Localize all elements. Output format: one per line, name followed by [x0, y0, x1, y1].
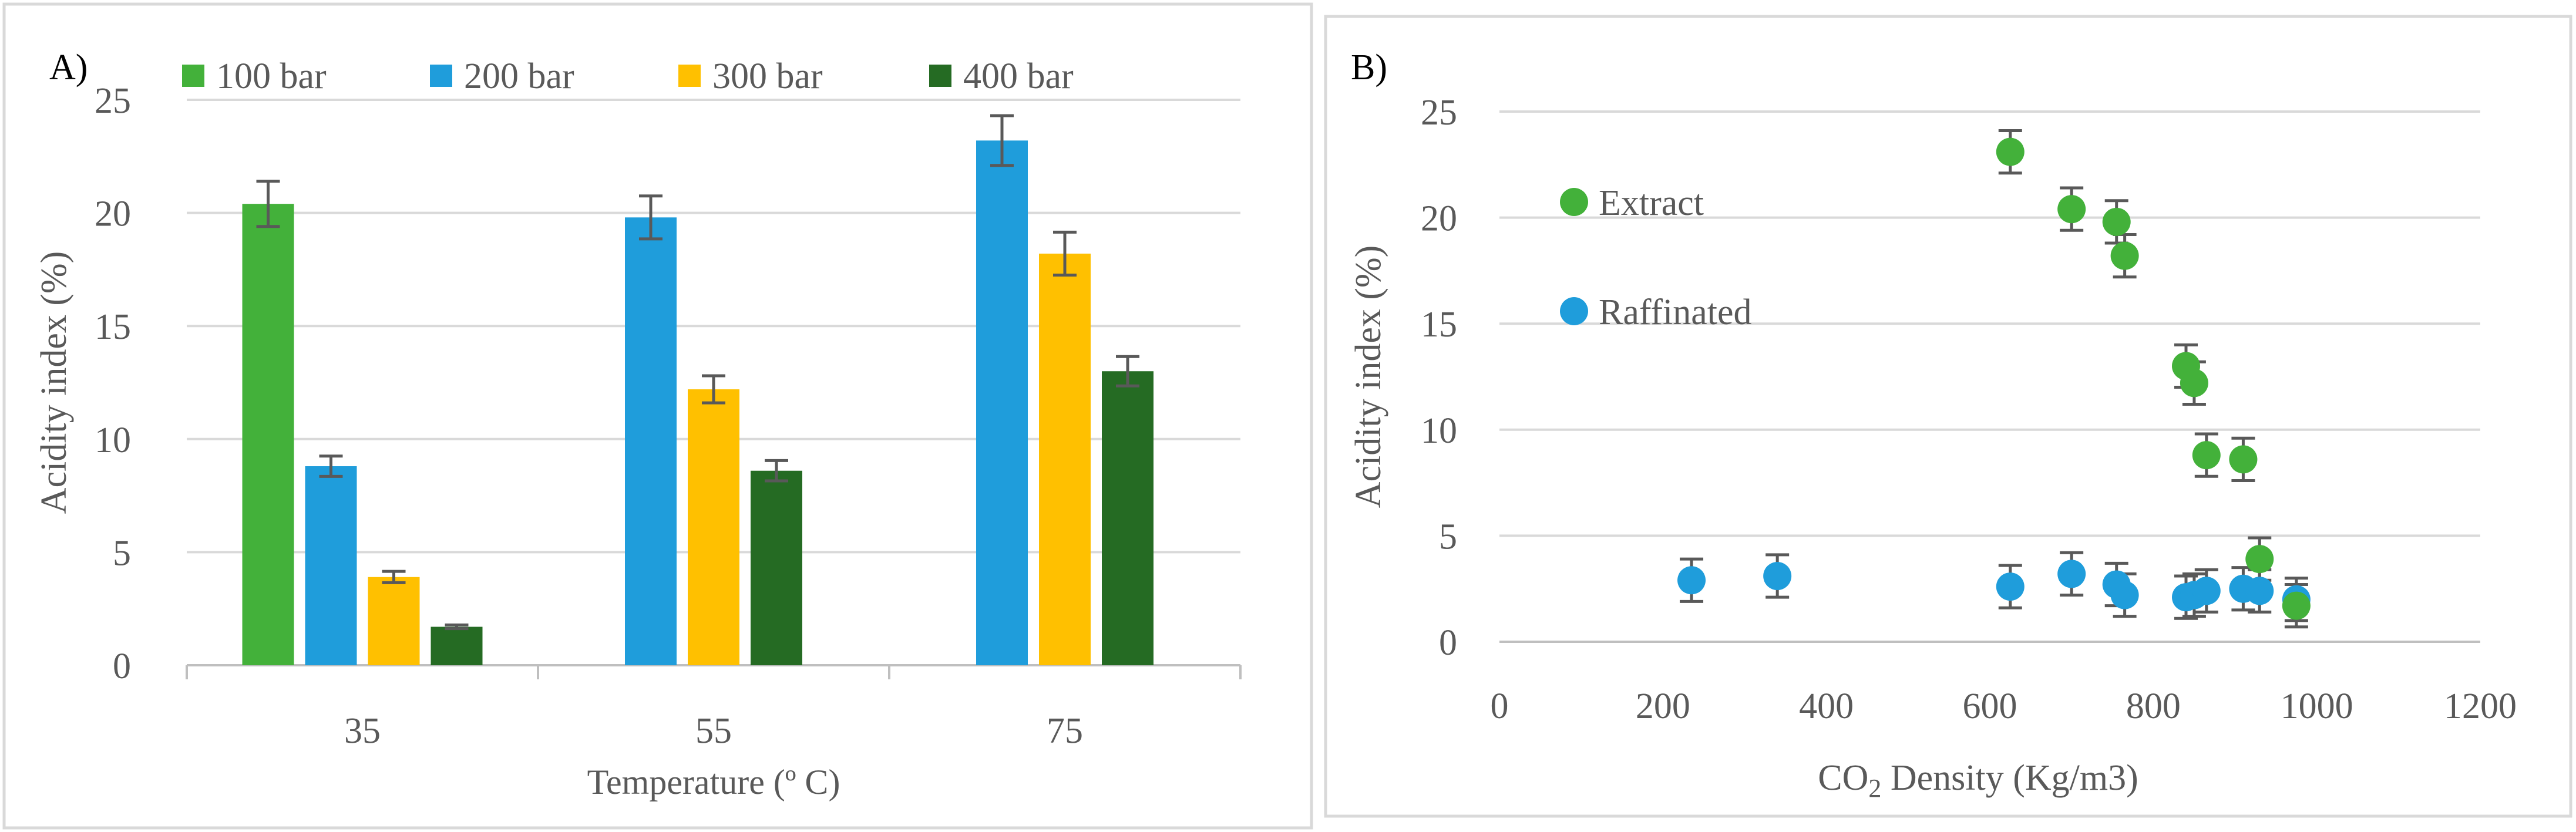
- x-tick-label: 200: [1636, 686, 1690, 726]
- data-point: [2245, 545, 2274, 574]
- legend-label: 300 bar: [712, 56, 823, 96]
- data-point: [1996, 137, 2025, 166]
- bar: [305, 466, 357, 665]
- panel-a-label: A): [49, 48, 88, 87]
- legend-label: Raffinated: [1599, 292, 1752, 332]
- x-tick-label: 55: [695, 711, 732, 751]
- bar: [242, 204, 294, 665]
- bar: [625, 217, 677, 666]
- x-tick-label: 35: [344, 711, 381, 751]
- legend-swatch: [430, 65, 452, 87]
- legend-swatch: [678, 65, 701, 87]
- legend-marker: [1560, 188, 1588, 216]
- x-tick-label: 75: [1047, 711, 1083, 751]
- bar: [688, 389, 739, 665]
- x-tick-label: 600: [1963, 686, 2017, 726]
- data-point: [1996, 572, 2025, 601]
- y-tick-label: 20: [95, 194, 131, 234]
- legend-label: 200 bar: [464, 56, 574, 96]
- y-tick-label: 25: [95, 81, 131, 121]
- bar: [1039, 253, 1091, 665]
- y-tick-label: 20: [1421, 199, 1457, 239]
- legend-swatch: [929, 65, 951, 87]
- data-point: [2192, 577, 2221, 605]
- data-point: [2057, 560, 2086, 588]
- legend-label: 100 bar: [216, 56, 327, 96]
- x-tick-label: 400: [1799, 686, 1854, 726]
- legend-marker: [1560, 297, 1588, 325]
- y-axis-title: Acidity index (%): [34, 251, 74, 514]
- y-tick-label: 25: [1421, 93, 1457, 133]
- panel-b-label: B): [1351, 48, 1387, 87]
- data-point: [2282, 591, 2311, 620]
- y-tick-label: 5: [113, 533, 131, 573]
- data-point: [1677, 566, 1706, 595]
- y-tick-label: 0: [1439, 623, 1457, 663]
- x-tick-label: 800: [2126, 686, 2181, 726]
- y-tick-label: 0: [113, 646, 131, 686]
- panel-b-frame: [1324, 15, 2572, 818]
- data-point: [1763, 562, 1792, 591]
- legend-label: 400 bar: [963, 56, 1074, 96]
- bar: [976, 140, 1028, 665]
- data-point: [2110, 581, 2139, 609]
- bar: [431, 626, 483, 665]
- bar: [368, 577, 420, 665]
- data-point: [2192, 441, 2221, 470]
- legend-swatch: [182, 65, 204, 87]
- y-axis-title: Acidity index (%): [1348, 245, 1388, 508]
- y-tick-label: 15: [95, 307, 131, 347]
- y-tick-label: 10: [95, 420, 131, 460]
- x-tick-label: 1200: [2444, 686, 2517, 726]
- data-point: [2245, 577, 2274, 605]
- data-point: [2229, 445, 2258, 474]
- x-tick-label: 1000: [2281, 686, 2353, 726]
- y-tick-label: 10: [1421, 411, 1457, 451]
- bar: [751, 470, 802, 665]
- x-axis-title: Temperature (º C): [587, 763, 840, 801]
- data-point: [2057, 195, 2086, 224]
- legend-label: Extract: [1599, 183, 1704, 223]
- x-tick-label: 0: [1491, 686, 1509, 726]
- data-point: [2102, 207, 2131, 236]
- y-tick-label: 15: [1421, 305, 1457, 345]
- x-axis-title: CO2 Density (Kg/m3): [1818, 758, 2138, 803]
- data-point: [2110, 241, 2139, 270]
- bar: [1102, 371, 1154, 665]
- bar-chart: 0 5 10 15 20 25 35 55 75 Temperature (º C) Acidity…: [34, 56, 1242, 801]
- data-point: [2180, 369, 2208, 398]
- scatter-chart: 0 5 10 15 20 25 0 200 400 600 800 1000 1200 Extract Ra…: [1348, 93, 2517, 803]
- y-tick-label: 5: [1439, 517, 1457, 557]
